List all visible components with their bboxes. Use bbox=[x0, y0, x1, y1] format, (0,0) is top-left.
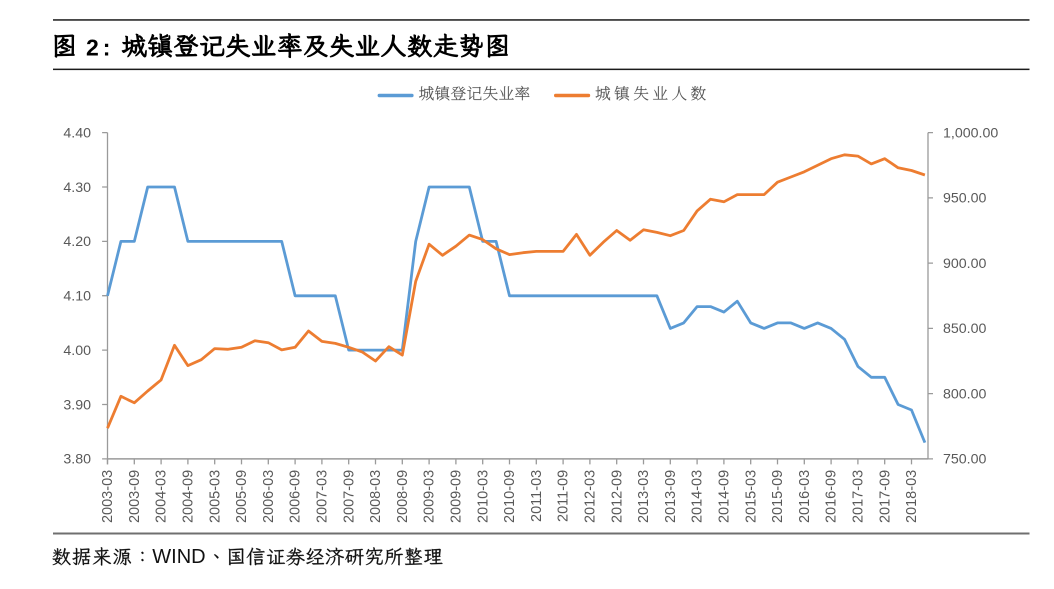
svg-text:2007-09: 2007-09 bbox=[341, 470, 357, 523]
svg-text:WIND: WIND bbox=[152, 546, 205, 568]
svg-text:750.00: 750.00 bbox=[943, 452, 987, 468]
svg-text:2008-03: 2008-03 bbox=[368, 470, 384, 523]
svg-text:4.10: 4.10 bbox=[63, 289, 91, 305]
svg-text:2013-03: 2013-03 bbox=[636, 470, 652, 523]
svg-text:2006-09: 2006-09 bbox=[288, 470, 304, 523]
svg-text:2016-03: 2016-03 bbox=[797, 470, 813, 523]
svg-text:4.30: 4.30 bbox=[63, 180, 91, 196]
svg-text:4.00: 4.00 bbox=[63, 343, 91, 359]
svg-text:2007-03: 2007-03 bbox=[315, 470, 331, 523]
svg-text:950.00: 950.00 bbox=[943, 191, 987, 207]
svg-text:900.00: 900.00 bbox=[943, 256, 987, 272]
svg-text:2005-03: 2005-03 bbox=[207, 470, 223, 523]
svg-text:2003-09: 2003-09 bbox=[127, 470, 143, 523]
svg-text:2004-09: 2004-09 bbox=[181, 470, 197, 523]
svg-text:800.00: 800.00 bbox=[943, 386, 987, 402]
svg-text:2017-09: 2017-09 bbox=[877, 470, 893, 523]
svg-text:2012-09: 2012-09 bbox=[609, 470, 625, 523]
svg-text:2013-09: 2013-09 bbox=[663, 470, 679, 523]
svg-text:1,000.00: 1,000.00 bbox=[943, 125, 998, 141]
svg-text:2018-03: 2018-03 bbox=[904, 470, 920, 523]
svg-text:850.00: 850.00 bbox=[943, 321, 987, 337]
svg-text:2:: 2: bbox=[86, 35, 114, 61]
svg-text:2008-09: 2008-09 bbox=[395, 470, 411, 523]
svg-text:2009-03: 2009-03 bbox=[422, 470, 438, 523]
svg-text:2017-03: 2017-03 bbox=[851, 470, 867, 523]
svg-text:4.40: 4.40 bbox=[63, 125, 91, 141]
svg-text:4.20: 4.20 bbox=[63, 234, 91, 250]
svg-text:2015-09: 2015-09 bbox=[770, 470, 786, 523]
svg-text:2005-09: 2005-09 bbox=[234, 470, 250, 523]
svg-text:2011-03: 2011-03 bbox=[529, 470, 545, 522]
svg-text:2014-09: 2014-09 bbox=[717, 470, 733, 523]
svg-text:2014-03: 2014-03 bbox=[690, 470, 706, 523]
svg-text:2012-03: 2012-03 bbox=[583, 470, 599, 523]
svg-text:2010-03: 2010-03 bbox=[475, 470, 491, 523]
svg-text:2004-03: 2004-03 bbox=[154, 470, 170, 523]
svg-text:2015-03: 2015-03 bbox=[743, 470, 759, 523]
svg-text:2011-09: 2011-09 bbox=[556, 470, 572, 522]
svg-text:3.90: 3.90 bbox=[63, 397, 91, 413]
svg-text:2009-09: 2009-09 bbox=[449, 470, 465, 523]
svg-text:2010-09: 2010-09 bbox=[502, 470, 518, 523]
svg-text:2003-03: 2003-03 bbox=[100, 470, 116, 523]
svg-text:2006-03: 2006-03 bbox=[261, 470, 277, 523]
svg-text:3.80: 3.80 bbox=[63, 452, 91, 468]
svg-text:2016-09: 2016-09 bbox=[824, 470, 840, 523]
